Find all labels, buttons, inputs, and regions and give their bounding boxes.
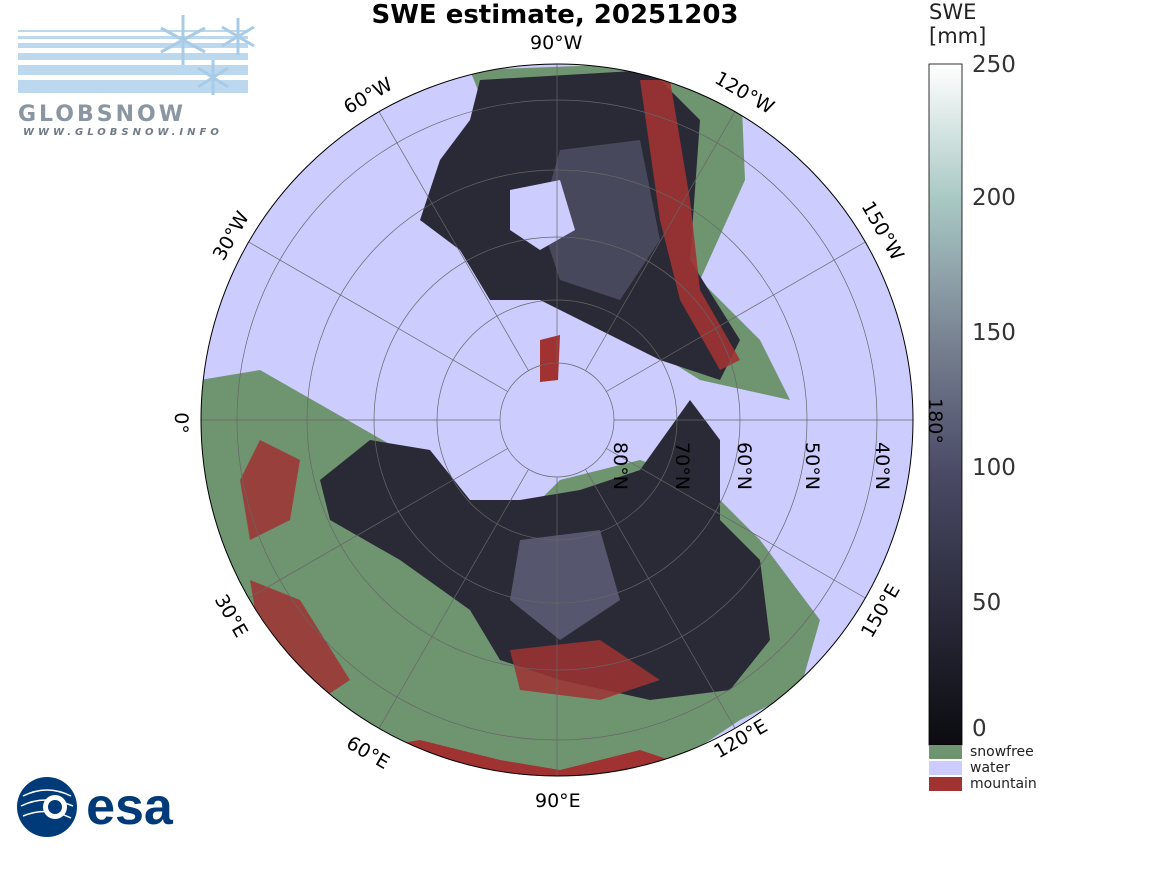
lat-label: 40°N: [870, 442, 893, 490]
colorbar-tick: 100: [972, 455, 1016, 481]
globsnow-url: WWW.GLOBSNOW.INFO: [23, 127, 223, 138]
lon-label: 90°E: [535, 790, 581, 812]
lon-label: 90°W: [530, 32, 583, 54]
lat-label: 70°N: [670, 442, 693, 490]
map-border: [200, 63, 914, 777]
legend-swatch-mountain: [929, 777, 962, 791]
legend-swatch-snowfree: [929, 745, 962, 759]
scandinavia-mountain: [240, 440, 300, 540]
legend-label-mountain: mountain: [970, 776, 1037, 792]
legend-label-snowfree: snowfree: [970, 744, 1034, 760]
meridian-line: [606, 448, 866, 599]
legend-swatch-water: [929, 761, 962, 775]
globsnow-stripes-snowflake-icon: [18, 15, 255, 95]
globsnow-logo: GLOBSNOW WWW.GLOBSNOW.INFO: [18, 10, 263, 138]
meridian-line: [248, 241, 508, 392]
lat-label: 80°N: [608, 442, 631, 490]
caucasus-mountain: [250, 580, 350, 700]
lat-label: 60°N: [732, 442, 755, 490]
greenland: [540, 335, 560, 382]
esa-logo: esa: [15, 776, 173, 838]
esa-emblem-icon: [17, 777, 77, 837]
lon-label: 180°: [923, 398, 946, 444]
legend-label-water: water: [970, 760, 1010, 776]
globsnow-wordmark: GLOBSNOW: [18, 102, 186, 127]
colorbar-tick: 200: [972, 185, 1016, 211]
siberia-snow-lighter: [510, 530, 620, 640]
meridian-line: [606, 241, 866, 392]
meridian-line: [378, 469, 529, 729]
meridian-line: [248, 448, 508, 599]
map-title: SWE estimate, 20251203: [371, 0, 739, 30]
colorbar-title: SWE [mm]: [929, 0, 986, 48]
colorbar-title-line2: [mm]: [929, 24, 987, 48]
rockies-mountain: [640, 80, 740, 370]
colorbar-title-line1: SWE: [929, 0, 977, 24]
north-america-snow-lighter: [540, 140, 660, 300]
meridian-line: [585, 111, 736, 371]
hudson-bay: [510, 180, 575, 250]
colorbar-tick: 250: [972, 52, 1016, 78]
meridian-line: [378, 111, 529, 371]
lon-label: 0°: [169, 412, 192, 434]
esa-wordmark: esa: [86, 778, 173, 836]
meridian-line: [585, 469, 736, 729]
colorbar-tick: 50: [972, 590, 1002, 616]
altai-mountain: [510, 640, 660, 700]
lat-label: 50°N: [800, 442, 823, 490]
colorbar-tick: 0: [972, 716, 987, 742]
colorbar-tick: 150: [972, 320, 1016, 346]
